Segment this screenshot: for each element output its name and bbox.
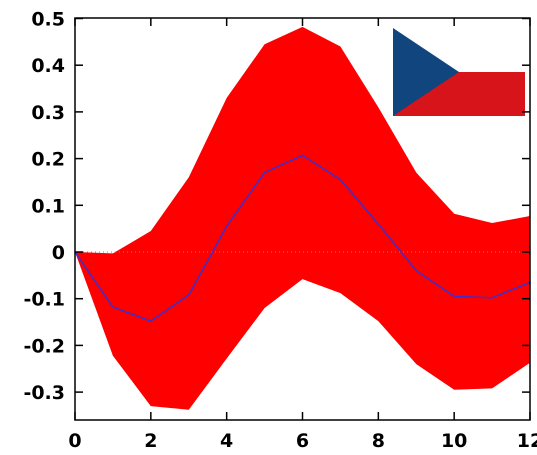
y-tick-label: -0.1 (23, 289, 65, 311)
mean-point (339, 178, 342, 181)
band-area (75, 26, 530, 410)
x-tick-label: 4 (220, 430, 233, 452)
mean-point (187, 294, 190, 296)
x-axis-ticks: 0 2 4 6 8 10 12 (68, 18, 537, 452)
confidence-band (75, 26, 530, 410)
mean-point (453, 295, 455, 298)
mean-point (377, 223, 380, 225)
y-tick-label: 0.3 (31, 102, 65, 124)
mean-point (225, 225, 228, 228)
mean-point (491, 296, 493, 299)
mean-point (112, 306, 114, 308)
x-tick-label: 8 (372, 430, 385, 452)
mean-point (150, 320, 152, 322)
flag-blue-triangle (393, 28, 459, 116)
x-tick-label: 12 (517, 430, 537, 452)
y-tick-label: 0 (52, 242, 65, 264)
y-axis-ticks: 0.5 0.4 0.3 0.2 0.1 0 -0.1 -0.2 -0.3 (23, 9, 530, 404)
x-tick-label: 0 (68, 430, 81, 452)
mean-point (263, 171, 266, 174)
mean-point (415, 269, 418, 272)
y-tick-label: -0.3 (23, 382, 65, 404)
mean-point (301, 154, 304, 157)
x-tick-label: 2 (144, 430, 157, 452)
y-tick-label: -0.2 (23, 335, 65, 357)
y-tick-label: 0.5 (31, 9, 65, 31)
x-tick-label: 6 (296, 430, 309, 452)
y-tick-label: 0.1 (31, 195, 65, 217)
x-tick-label: 10 (441, 430, 467, 452)
czech-flag-inset (393, 28, 525, 116)
y-tick-label: 0.2 (31, 149, 65, 171)
y-tick-label: 0.4 (31, 55, 65, 77)
